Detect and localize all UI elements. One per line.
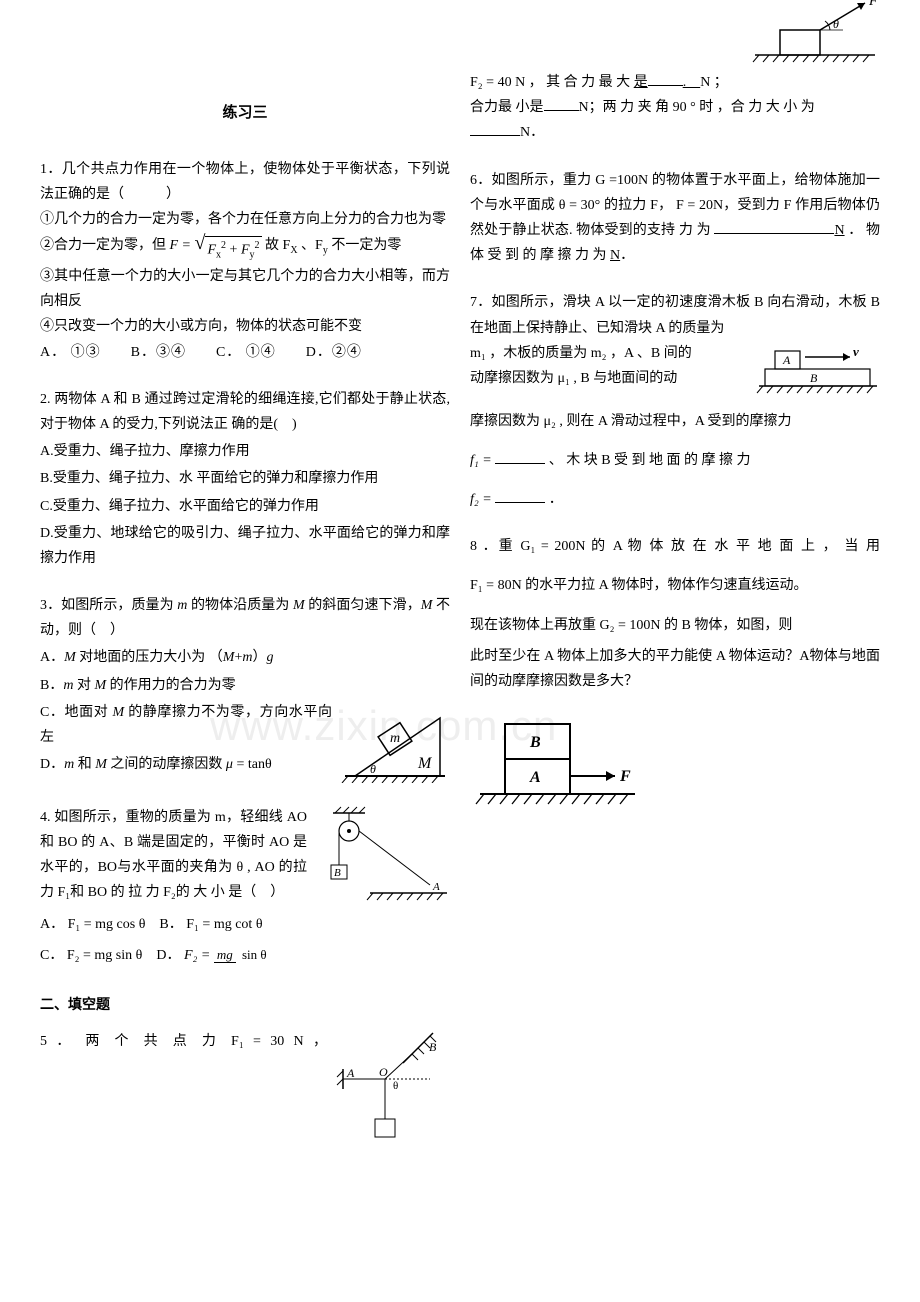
blank-field[interactable] — [544, 97, 579, 111]
blank-field[interactable] — [714, 220, 834, 234]
fraction: mg sin θ — [214, 948, 270, 962]
svg-text:A: A — [782, 353, 791, 367]
svg-text:B: B — [529, 734, 541, 751]
question-6: 6．如图所示，重力 G =100N 的物体置于水平面上，给物体施加一个与水平面成… — [470, 168, 880, 269]
q8-figure: A B F — [470, 704, 880, 809]
q4-cd: C． F₂ = mg sin θ D． F₂ = mg sin θ — [40, 941, 450, 972]
question-5-left: B A O θ — [40, 1029, 450, 1054]
q2-d: D.受重力、地球给它的吸引力、绳子拉力、水平面给它的弹力和摩擦力作用 — [40, 521, 450, 571]
sqrt-expression: √ Fx2 + Fy2 — [195, 236, 262, 264]
incline-diagram: m M θ — [340, 698, 450, 783]
q5-line2: F₂ = 40 N ， 其 合 力 最 大 是. N ； — [470, 70, 880, 95]
q7-figure: B A v — [755, 341, 880, 399]
svg-text:A: A — [529, 769, 541, 786]
question-2: 2. 两物体 A 和 B 通过跨过定滑轮的细绳连接,它们都处于静止状态,对于物体… — [40, 387, 450, 571]
question-5-right: F₂ = 40 N ， 其 合 力 最 大 是. N ； 合力最 小是N；两 力… — [470, 70, 880, 146]
q8-p2: F₁ = 80N 的水平力拉 A 物体时，物体作匀速直线运动。 — [470, 573, 880, 598]
question-4: B A 4. 如图所示，重物的质量为 m，轻细线 AO 和 BO 的 A、B 端… — [40, 805, 450, 972]
q5-line3: 合力最 小是N；两 力 夹 角 90 ° 时 ，合 力 大 小 为 — [470, 95, 880, 120]
pulley-string-diagram: B A — [315, 805, 450, 910]
q3-stem: 3．如图所示，质量为 m 的物体沿质量为 M 的斜面匀速下滑，M 不动，则（ ） — [40, 593, 450, 643]
q6-figure: F θ — [745, 0, 880, 65]
q2-c: C.受重力、绳子拉力、水平面给它的弹力作用 — [40, 494, 450, 519]
svg-text:F: F — [868, 0, 878, 9]
svg-text:A: A — [432, 881, 440, 893]
q5-figure: B A O θ — [335, 1029, 450, 1149]
left-column: 练习三 1．几个共点力作用在一个物体上，使物体处于平衡状态，下列说法正确的是（ … — [30, 0, 460, 1149]
q7-p1: 7．如图所示，滑块 A 以一定的初速度滑木板 B 向右滑动，木板 B 在地面上保… — [470, 290, 880, 340]
q4-ab: A． F₁ = mg cos θ B． F₁ = mg cot θ — [40, 910, 450, 941]
q3-a: A．M 对地面的压力大小为 （M+m）g — [40, 645, 450, 670]
svg-text:F: F — [619, 768, 631, 785]
right-column: F θ F₂ = 40 N ， 其 合 力 最 大 是. N ； 合力最 小是N… — [460, 0, 890, 1149]
q1-s2: ②合力一定为零，但 F = √ Fx2 + Fy2 故 FX 、Fy 不一定为零 — [40, 233, 450, 264]
svg-text:B: B — [334, 867, 341, 879]
blank-field[interactable] — [648, 72, 683, 86]
svg-text:θ: θ — [393, 1080, 398, 1092]
q1-stem: 1．几个共点力作用在一个物体上，使物体处于平衡状态，下列说法正确的是（ ） — [40, 157, 450, 207]
svg-text:v: v — [853, 344, 859, 359]
q2-stem: 2. 两物体 A 和 B 通过跨过定滑轮的细绳连接,它们都处于静止状态,对于物体… — [40, 387, 450, 437]
q8-p3: 现在该物体上再放重 G₂ = 100N 的 B 物体，如图，则 — [470, 613, 880, 638]
stacked-blocks-diagram: A B F — [470, 704, 640, 809]
q1-options: A． ①③ B．③④ C． ①④ D．②④ — [40, 340, 450, 365]
q7-p3: 摩擦因数为 μ₂ , 则在 A 滑动过程中，A 受到的摩擦力 — [470, 409, 880, 434]
svg-text:θ: θ — [833, 17, 839, 31]
q1-s1: ①几个力的合力一定为零，各个力在任意方向上分力的合力也为零 — [40, 207, 450, 232]
question-1: 1．几个共点力作用在一个物体上，使物体处于平衡状态，下列说法正确的是（ ） ①几… — [40, 157, 450, 365]
blank-field[interactable] — [470, 122, 520, 136]
section-2-heading: 二、填空题 — [40, 993, 450, 1018]
two-strings-diagram: B A O θ — [335, 1029, 450, 1149]
question-7: 7．如图所示，滑块 A 以一定的初速度滑木板 B 向右滑动，木板 B 在地面上保… — [470, 290, 880, 512]
page: 练习三 1．几个共点力作用在一个物体上，使物体处于平衡状态，下列说法正确的是（ … — [0, 0, 920, 1179]
q4-figure: B A — [315, 805, 450, 910]
blank-field[interactable] — [495, 450, 545, 464]
q8-p1: 8 ．重 G₁ = 200N 的 A 物 体 放 在 水 平 地 面 上 ， 当… — [470, 534, 880, 559]
svg-text:m: m — [390, 731, 400, 746]
q6-text: 6．如图所示，重力 G =100N 的物体置于水平面上，给物体施加一个与水平面成… — [470, 168, 880, 269]
blank-field[interactable] — [495, 489, 545, 503]
question-3: 3．如图所示，质量为 m 的物体沿质量为 M 的斜面匀速下滑，M 不动，则（ ）… — [40, 593, 450, 783]
q3-figure: m M θ — [340, 698, 450, 783]
q2-b: B.受重力、绳子拉力、水 平面给它的弹力和摩擦力作用 — [40, 466, 450, 491]
q3-b: B．m 对 M 的作用力的合力为零 — [40, 673, 450, 698]
incline-force-diagram: F θ — [745, 0, 880, 65]
svg-text:B: B — [429, 1040, 437, 1054]
question-8: 8 ．重 G₁ = 200N 的 A 物 体 放 在 水 平 地 面 上 ， 当… — [470, 534, 880, 809]
q1-s3: ③其中任意一个力的大小一定与其它几个力的合力大小相等，而方向相反 — [40, 264, 450, 314]
exercise-title: 练习三 — [40, 100, 450, 127]
q8-p4: 此时至少在 A 物体上加多大的平力能使 A 物体运动？A物体与地面间的动摩摩擦因… — [470, 644, 880, 694]
svg-text:A: A — [346, 1066, 355, 1080]
q5-line4: N． — [470, 120, 880, 145]
block-on-board-diagram: B A v — [755, 341, 880, 399]
q1-s4: ④只改变一个力的大小或方向，物体的状态可能不变 — [40, 314, 450, 339]
q7-p4: f₁ = 、 木 块 B 受 到 地 面 的 摩 擦 力 — [470, 448, 880, 473]
svg-text:θ: θ — [370, 762, 376, 776]
svg-text:M: M — [417, 755, 433, 772]
q7-p5: f₂ = ． — [470, 487, 880, 512]
q2-a: A.受重力、绳子拉力、摩擦力作用 — [40, 439, 450, 464]
svg-text:B: B — [810, 371, 818, 385]
